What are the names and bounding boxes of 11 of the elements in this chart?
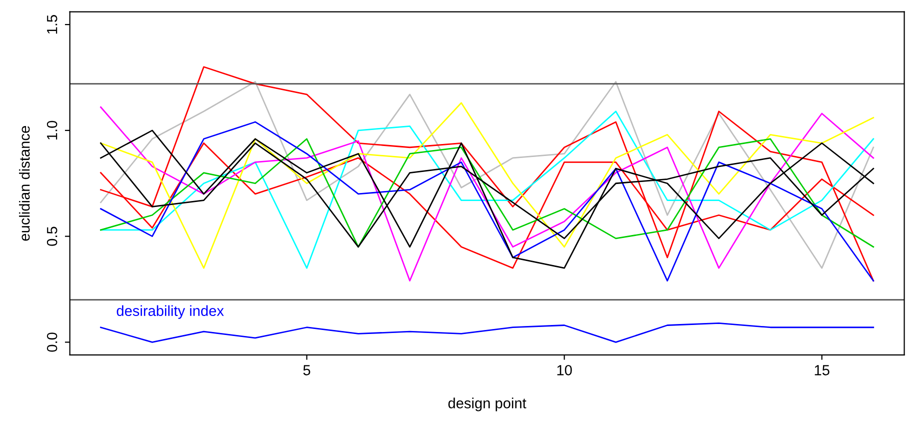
y-tick-label: 0.0: [46, 332, 58, 352]
y-axis-title: euclidian distance: [19, 126, 30, 241]
line-series: [100, 322, 874, 343]
x-tick-label: 15: [814, 365, 830, 376]
x-tick-label: 10: [557, 365, 572, 376]
x-axis-title: design point: [448, 398, 526, 412]
y-tick-label: 1.5: [47, 15, 58, 34]
y-tick-label: 0.5: [46, 226, 58, 246]
series-label: desirability index: [116, 305, 224, 319]
y-tick-label: 1.0: [46, 120, 58, 140]
x-tick-label: 5: [303, 365, 310, 376]
